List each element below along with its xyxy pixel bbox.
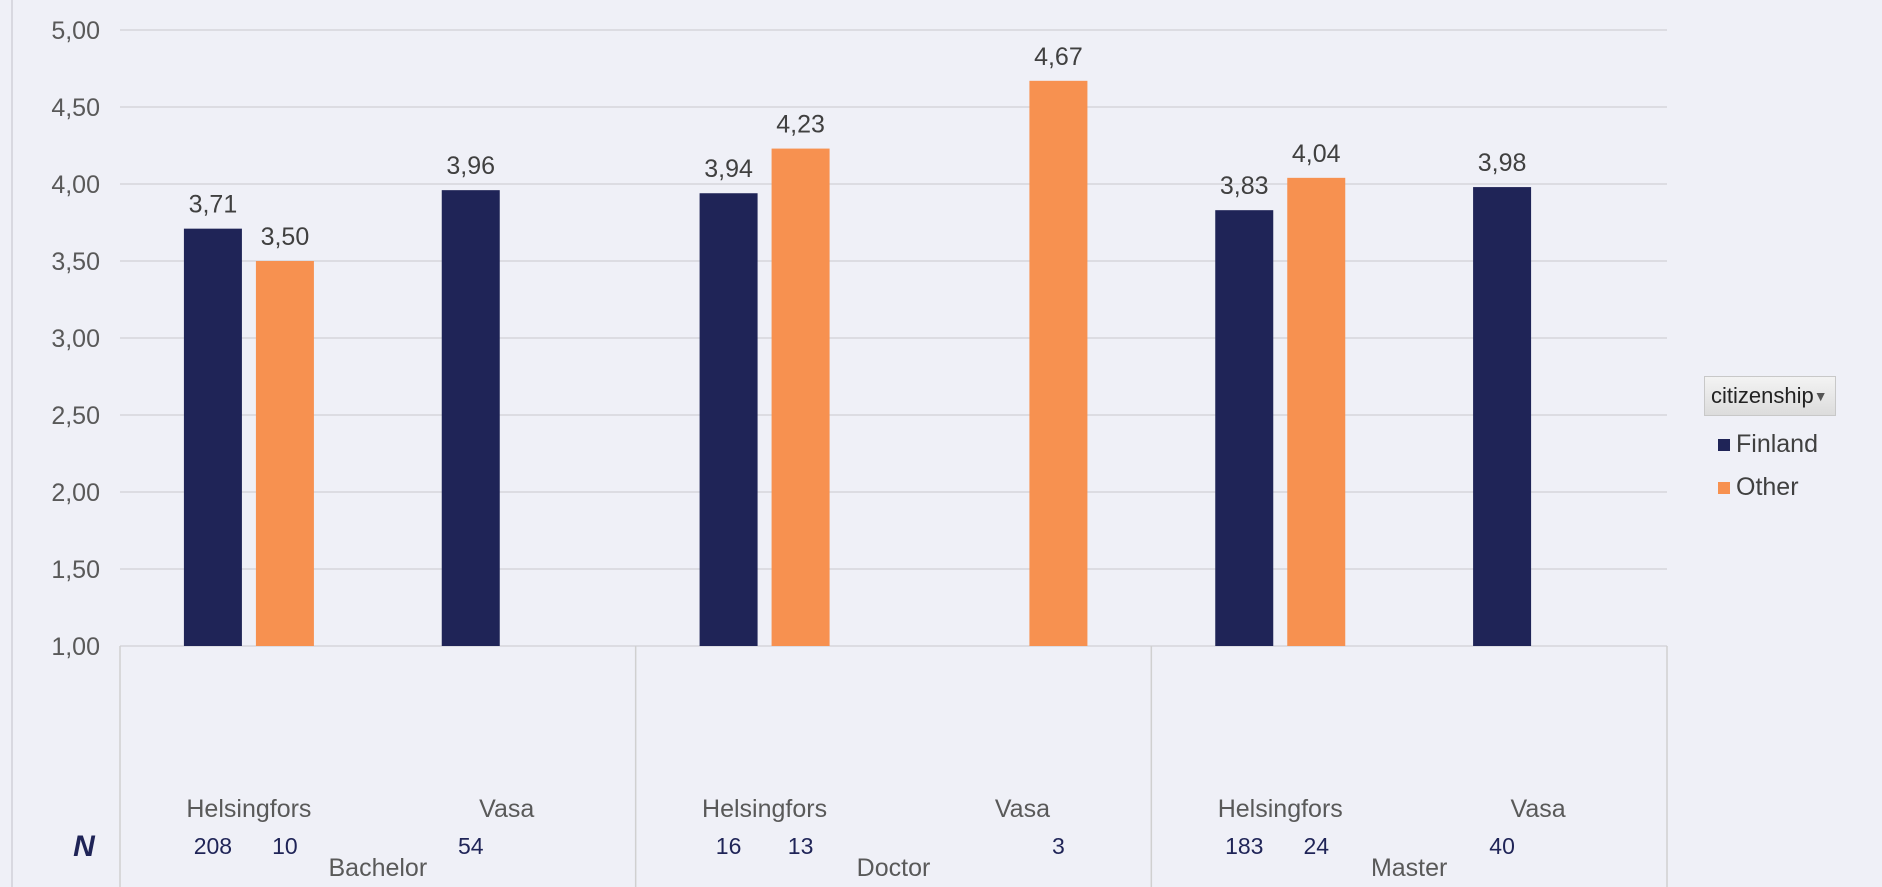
data-label: 3,94 — [704, 155, 753, 183]
bar-finland — [699, 193, 758, 647]
x-subcategory-label: Helsingfors — [1218, 795, 1343, 823]
y-tick-label: 1,00 — [51, 633, 100, 661]
chevron-down-icon[interactable]: ▼ — [1813, 388, 1828, 404]
x-category-label: Master — [1371, 854, 1447, 882]
bar-finland — [1215, 210, 1274, 646]
n-count-label: 40 — [1489, 833, 1515, 859]
legend-filter-button[interactable]: citizenship ▼ — [1704, 376, 1836, 416]
data-label: 4,67 — [1034, 43, 1083, 71]
bar-finland — [183, 228, 242, 646]
legend-swatch-finland — [1718, 438, 1730, 451]
y-tick-label: 4,50 — [51, 94, 100, 122]
bar-other — [771, 148, 830, 646]
legend-item-finland: Finland — [1718, 430, 1836, 459]
n-count-label: 183 — [1225, 833, 1263, 859]
x-subcategory-label: Vasa — [995, 795, 1050, 823]
x-subcategory-label: Helsingfors — [186, 795, 311, 823]
legend-label-other: Other — [1736, 473, 1799, 501]
x-category-label: Doctor — [857, 854, 931, 882]
x-subcategory-label: Vasa — [1511, 795, 1566, 823]
data-label: 3,98 — [1478, 149, 1527, 177]
y-tick-label: 3,50 — [51, 248, 100, 276]
bar-finland — [1473, 187, 1532, 646]
y-tick-label: 1,50 — [51, 556, 100, 584]
x-category-label: Bachelor — [328, 854, 427, 882]
data-label: 3,83 — [1220, 172, 1269, 200]
y-tick-label: 2,50 — [51, 402, 100, 430]
x-subcategory-label: Vasa — [479, 795, 534, 823]
legend: citizenship ▼ Finland Other — [1704, 376, 1836, 502]
n-axis-label: N — [73, 830, 96, 863]
legend-title: citizenship — [1711, 383, 1814, 408]
bar-other — [255, 261, 314, 646]
y-tick-label: 2,00 — [51, 479, 100, 507]
y-tick-label: 3,00 — [51, 325, 100, 353]
legend-label-finland: Finland — [1736, 430, 1818, 458]
bar-finland — [441, 190, 500, 646]
n-count-label: 24 — [1303, 833, 1329, 859]
n-count-label: 54 — [458, 833, 484, 859]
data-label: 3,71 — [189, 191, 238, 219]
n-count-label: 3 — [1052, 833, 1065, 859]
data-label: 3,50 — [261, 223, 310, 251]
legend-item-other: Other — [1718, 473, 1836, 502]
legend-swatch-other — [1718, 481, 1730, 494]
bar-other — [1287, 177, 1346, 646]
n-count-label: 13 — [788, 833, 814, 859]
n-count-label: 10 — [272, 833, 298, 859]
data-label: 4,04 — [1292, 140, 1341, 168]
n-count-label: 16 — [716, 833, 742, 859]
data-label: 4,23 — [776, 111, 825, 139]
data-label: 3,96 — [446, 152, 495, 180]
x-subcategory-label: Helsingfors — [702, 795, 827, 823]
bar-other — [1029, 80, 1088, 646]
y-tick-label: 5,00 — [51, 17, 100, 45]
n-count-label: 208 — [194, 833, 232, 859]
y-tick-label: 4,00 — [51, 171, 100, 199]
